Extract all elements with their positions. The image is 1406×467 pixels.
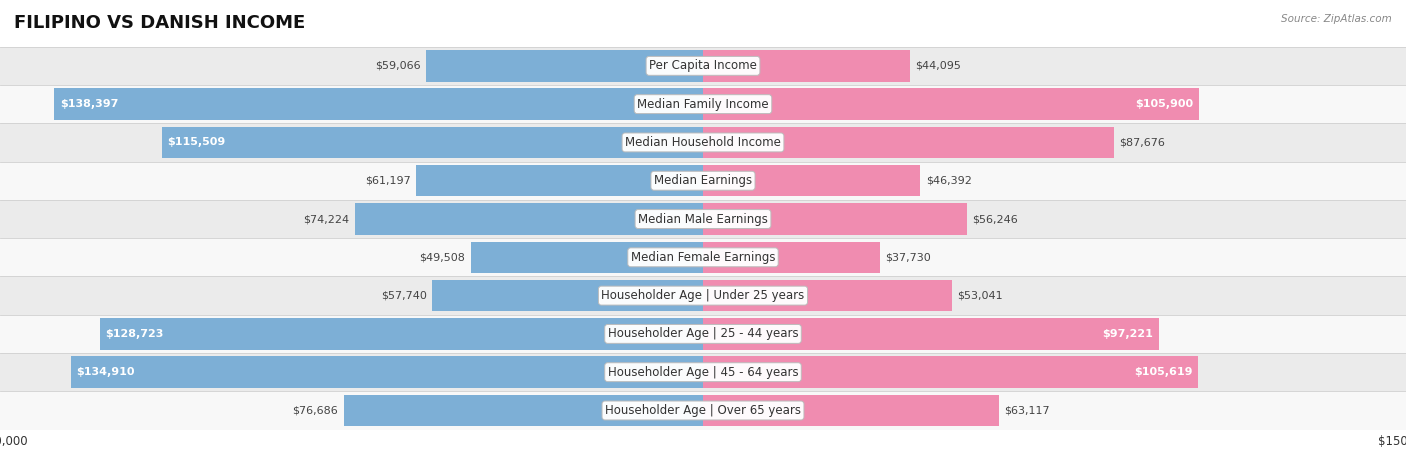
Bar (703, 318, 1159, 350)
Text: Per Capita Income: Per Capita Income (650, 59, 756, 72)
Bar (703, 50, 910, 82)
Text: $87,676: $87,676 (1119, 137, 1166, 148)
Bar (0, 276, 1406, 315)
Text: $44,095: $44,095 (915, 61, 962, 71)
Bar (416, 165, 703, 197)
Bar (55, 88, 703, 120)
Text: $97,221: $97,221 (1102, 329, 1153, 339)
Bar (162, 127, 703, 158)
Text: Median Female Earnings: Median Female Earnings (631, 251, 775, 264)
Bar (70, 356, 703, 388)
Text: $49,508: $49,508 (419, 252, 465, 262)
Text: $128,723: $128,723 (105, 329, 163, 339)
Bar (356, 203, 703, 235)
Bar (343, 395, 703, 426)
Bar (703, 127, 1114, 158)
Text: $46,392: $46,392 (927, 176, 972, 186)
Text: FILIPINO VS DANISH INCOME: FILIPINO VS DANISH INCOME (14, 14, 305, 32)
Text: $59,066: $59,066 (375, 61, 420, 71)
Text: Householder Age | Under 25 years: Householder Age | Under 25 years (602, 289, 804, 302)
Bar (0, 200, 1406, 238)
Text: Householder Age | 45 - 64 years: Householder Age | 45 - 64 years (607, 366, 799, 379)
Text: $76,686: $76,686 (292, 405, 337, 416)
Bar (703, 88, 1199, 120)
Bar (703, 395, 998, 426)
Bar (703, 356, 1198, 388)
Bar (703, 165, 921, 197)
Text: $134,910: $134,910 (76, 367, 135, 377)
Bar (0, 162, 1406, 200)
Text: $37,730: $37,730 (886, 252, 931, 262)
Bar (0, 315, 1406, 353)
Text: $63,117: $63,117 (1004, 405, 1050, 416)
Text: Householder Age | Over 65 years: Householder Age | Over 65 years (605, 404, 801, 417)
Text: $53,041: $53,041 (957, 290, 1002, 301)
Bar (100, 318, 703, 350)
Bar (471, 241, 703, 273)
Text: $74,224: $74,224 (304, 214, 350, 224)
Text: Householder Age | 25 - 44 years: Householder Age | 25 - 44 years (607, 327, 799, 340)
Text: $105,619: $105,619 (1133, 367, 1192, 377)
Text: $105,900: $105,900 (1136, 99, 1194, 109)
Text: $61,197: $61,197 (364, 176, 411, 186)
Bar (0, 85, 1406, 123)
Text: $115,509: $115,509 (167, 137, 225, 148)
Text: Median Male Earnings: Median Male Earnings (638, 212, 768, 226)
Bar (433, 280, 703, 311)
Bar (0, 47, 1406, 85)
Text: Median Family Income: Median Family Income (637, 98, 769, 111)
Text: $56,246: $56,246 (972, 214, 1018, 224)
Text: $138,397: $138,397 (60, 99, 118, 109)
Bar (703, 280, 952, 311)
Bar (426, 50, 703, 82)
Text: Median Household Income: Median Household Income (626, 136, 780, 149)
Bar (0, 123, 1406, 162)
Bar (703, 241, 880, 273)
Bar (0, 353, 1406, 391)
Bar (0, 238, 1406, 276)
Text: Source: ZipAtlas.com: Source: ZipAtlas.com (1281, 14, 1392, 24)
Text: $57,740: $57,740 (381, 290, 427, 301)
Bar (0, 391, 1406, 430)
Bar (703, 203, 966, 235)
Text: Median Earnings: Median Earnings (654, 174, 752, 187)
